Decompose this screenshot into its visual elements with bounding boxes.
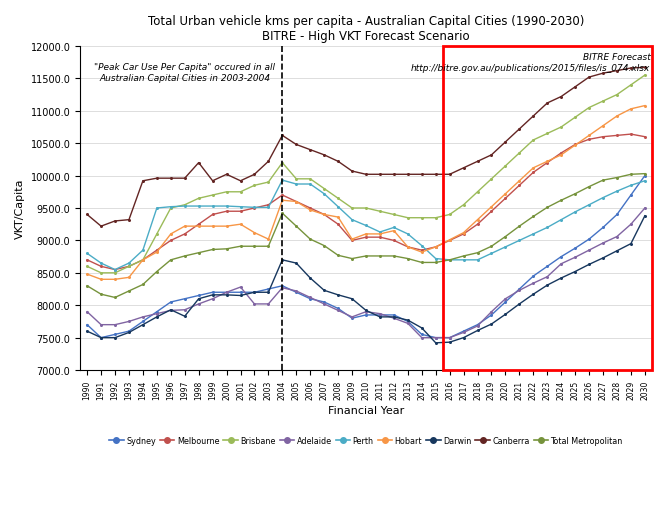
- Title: Total Urban vehicle kms per capita - Australian Capital Cities (1990-2030)
BITRE: Total Urban vehicle kms per capita - Aus…: [148, 15, 584, 43]
- X-axis label: Financial Year: Financial Year: [328, 405, 404, 415]
- Legend: Sydney, Melbourne, Brisbane, Adelaide, Perth, Hobart, Darwin, Canberra, Total Me: Sydney, Melbourne, Brisbane, Adelaide, P…: [106, 433, 626, 448]
- Text: "Peak Car Use Per Capita" occured in all
Australian Capital Cities in 2003-2004: "Peak Car Use Per Capita" occured in all…: [94, 63, 275, 82]
- Y-axis label: VKT/Capita: VKT/Capita: [15, 178, 25, 239]
- Bar: [443, 47, 652, 370]
- Text: BITRE Forecast
http://bitre.gov.au/publications/2015/files/is_074.xlsx: BITRE Forecast http://bitre.gov.au/publi…: [411, 54, 651, 73]
